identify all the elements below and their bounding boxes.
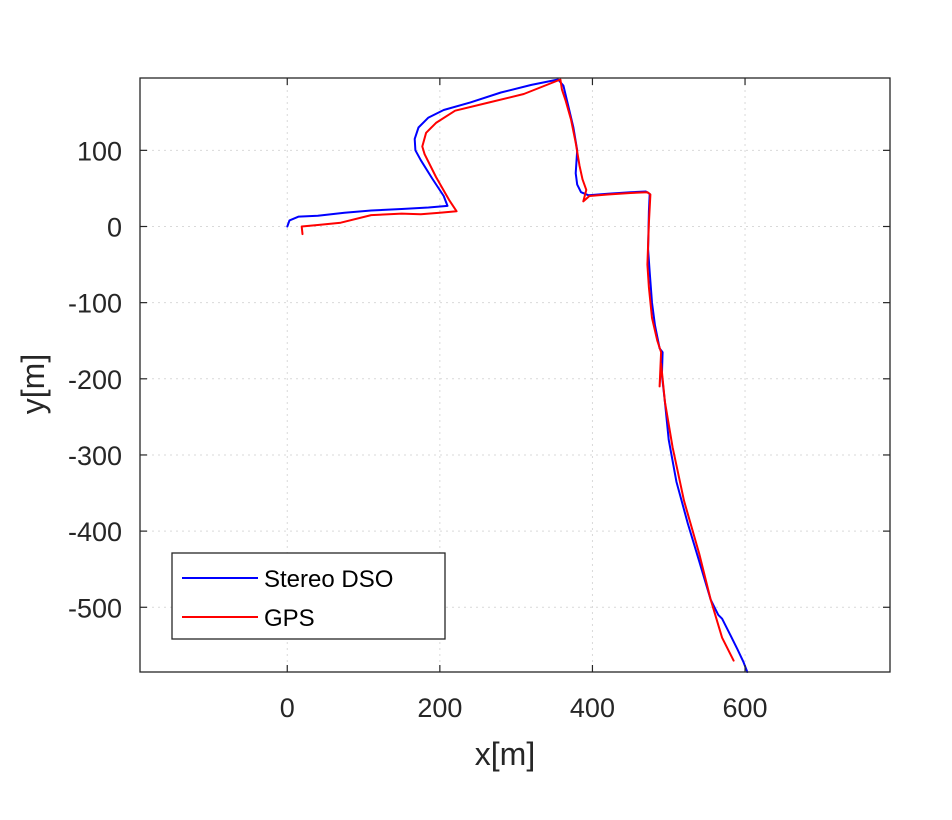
grid [140, 78, 890, 672]
y-tick-label: 100 [77, 136, 122, 166]
legend-label-gps: GPS [264, 605, 315, 632]
y-tick-label: -100 [68, 289, 122, 319]
y-tick-label: 0 [107, 213, 122, 243]
axis-ticks: 0 200 400 600 100 0 -100 -200 -300 -400 -500 [68, 78, 890, 723]
y-tick-label: -400 [68, 517, 122, 547]
plot-frame [139, 77, 891, 673]
x-axis-label: x[m] [475, 736, 535, 772]
y-tick-label: -500 [68, 593, 122, 623]
legend-box [171, 552, 446, 640]
series-lines [286, 78, 749, 673]
legend: Stereo DSO GPS [171, 552, 446, 640]
legend-label-stereo-dso: Stereo DSO [264, 566, 393, 593]
x-tick-label: 200 [417, 693, 462, 723]
x-tick-label: 600 [723, 693, 768, 723]
y-tick-label: -300 [68, 441, 122, 471]
y-tick-label: -200 [68, 365, 122, 395]
series-line-stereo-dso [286, 78, 749, 673]
x-tick-label: 0 [280, 693, 295, 723]
series-line-gps [300, 78, 735, 662]
x-tick-label: 400 [570, 693, 615, 723]
y-axis-label: y[m] [15, 354, 51, 414]
